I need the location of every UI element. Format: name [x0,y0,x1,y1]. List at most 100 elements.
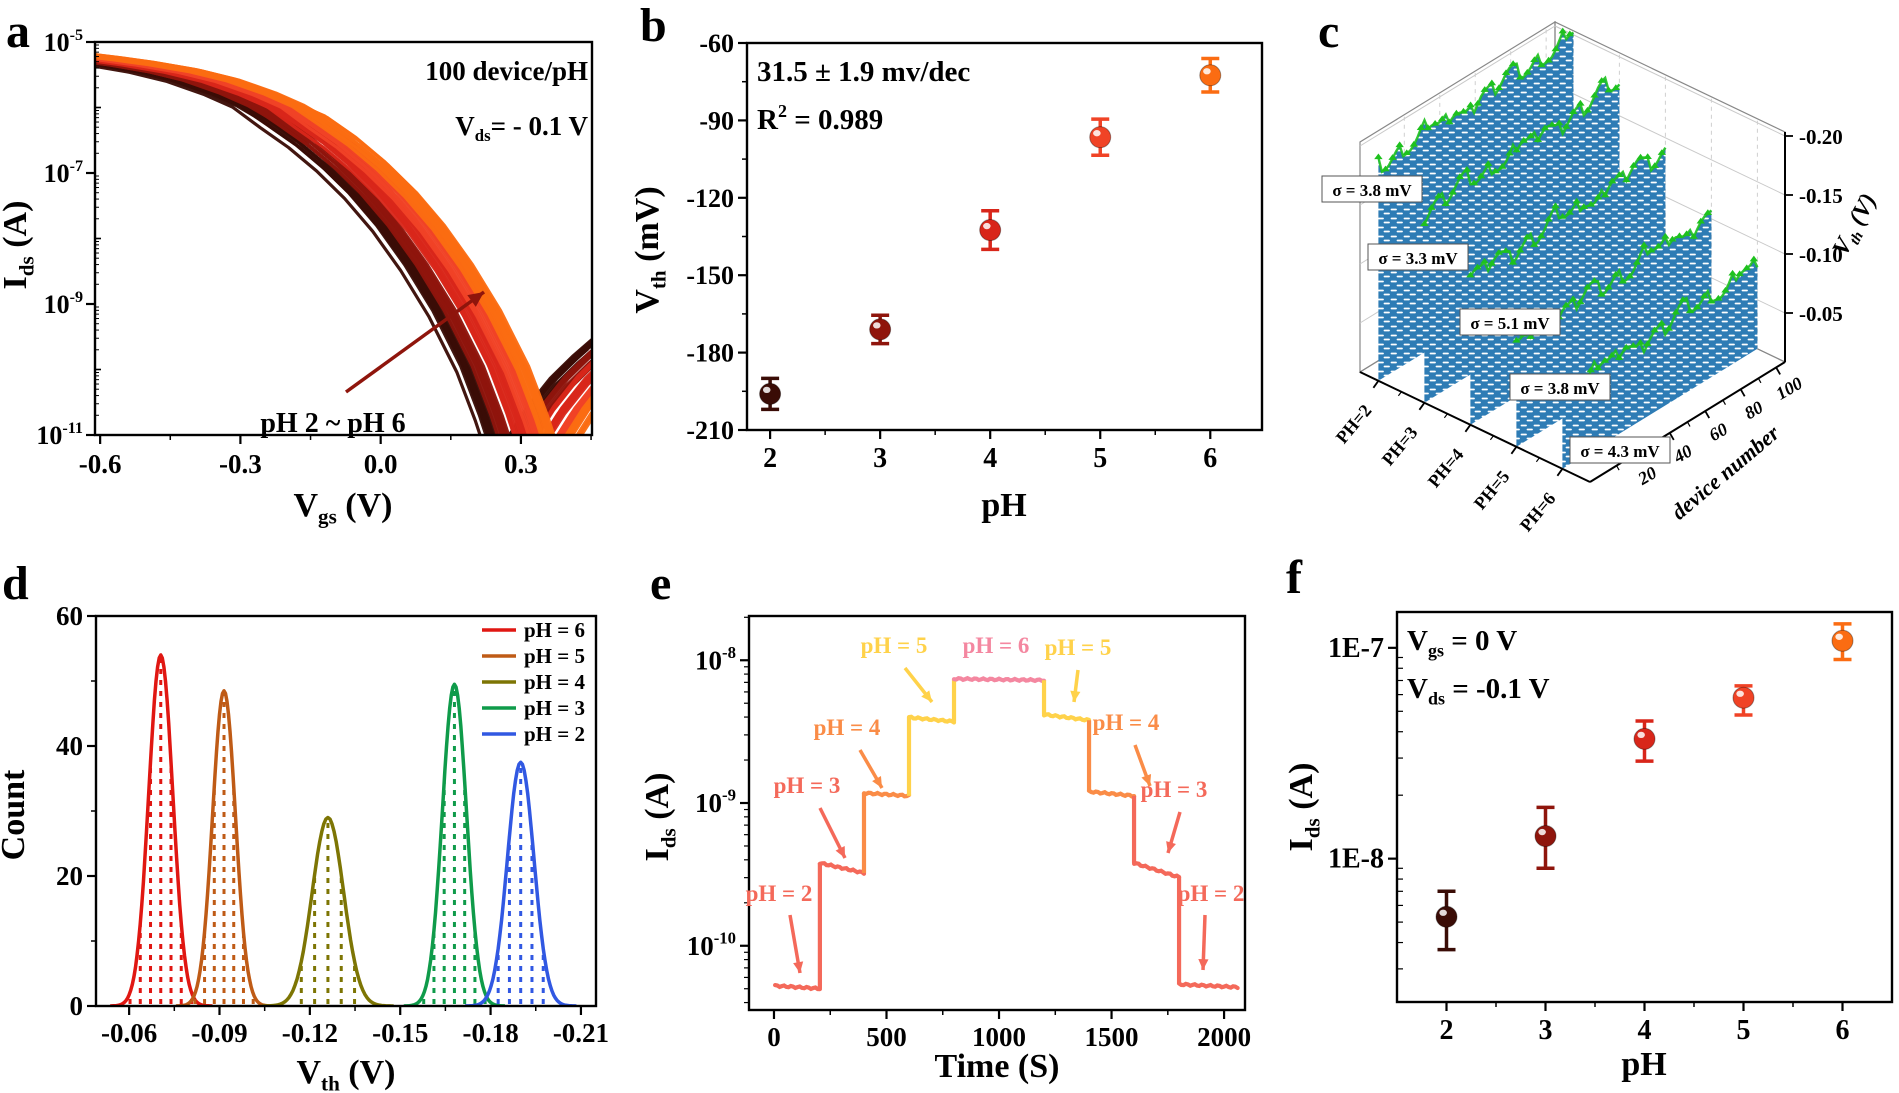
wall-top-markers-PH=4 [1466,146,1667,278]
z-tick-label: -0.10 [1799,243,1843,267]
annotation-line: Vds = -0.1 V [1407,673,1550,708]
distribution-pH=2 [464,760,577,1005]
x-tick-label: -0.09 [191,1018,247,1048]
data-marker [1089,126,1112,149]
y-tick-label: 10-9 [44,289,83,319]
sigma-label: σ = 3.8 mV [1520,379,1600,398]
x-axis-label: Vgs (V) [293,487,392,528]
ph-tick-label: PH=6 [1516,489,1560,536]
y-tick-label: 40 [56,731,83,761]
step-label: pH = 5 [861,633,928,658]
data-marker [1435,905,1458,928]
device-tick-label: 20 [1634,462,1660,489]
x-tick-label: 0 [767,1022,781,1052]
axes: -0.06 -0.09 -0.12 -0.15 -0.18 -0.21 0 20 40 60 [56,601,609,1048]
device-tick-label: 100 [1772,373,1805,404]
x-tick-label: -0.18 [462,1018,518,1048]
y-tick-label: 10-11 [36,420,83,450]
data-points [759,56,1222,412]
x-axis-label: pH [981,487,1026,524]
y-axis-label: Vth (mV) [629,186,670,313]
series-ph-6 [96,53,591,434]
y-tick-label: 0 [70,991,84,1021]
sigma-label: σ = 4.3 mV [1580,442,1660,461]
distribution-pH=6 [110,653,213,1005]
step-label: pH = 6 [963,633,1030,658]
y-tick-label: 1E-7 [1328,633,1384,664]
y-tick-label: -120 [686,184,734,213]
x-tick-label: -0.06 [101,1018,157,1048]
distributions [110,653,577,1005]
x-tick-label: 5 [1093,443,1107,474]
z-tick-label: -0.15 [1799,184,1843,208]
annotations: 100 device/pH Vds= - 0.1 V [425,56,588,145]
distribution-pH=3 [403,682,506,1005]
z-tick-label: -0.05 [1799,302,1843,326]
x-tick-label: 6 [1836,1015,1850,1046]
data-marker [1199,64,1222,87]
x-tick-label: 2 [1440,1015,1454,1046]
step-trace [773,675,1240,992]
data-marker [1633,727,1656,750]
x-tick-label: 2 [763,443,777,474]
x-tick-label: 3 [1539,1015,1553,1046]
x-axis-label: pH [1621,1046,1666,1083]
panel-letter-d: d [2,557,29,610]
ph-tick-label: PH=3 [1378,423,1422,470]
panel-a-transfer-curves-chart: -0.6 -0.3 0.0 0.3 10-5 10-7 10-9 10-11 Vgs (V) Id… [0,27,594,528]
legend-label: pH = 5 [524,644,585,668]
distribution-pH=4 [262,815,394,1005]
legend-label: pH = 6 [524,618,585,642]
data-points [1435,622,1854,952]
y-tick-label: -150 [686,261,734,290]
wall-top-markers-PH=2 [1374,27,1575,174]
ph-tick-label: PH=4 [1424,445,1468,492]
y-axis-label: Ids (A) [0,201,38,290]
y-tick-label: 10-9 [695,786,736,818]
annotation-line: 31.5 ± 1.9 mv/dec [757,56,970,88]
y-tick-label: 60 [56,601,83,631]
wall-PH=6 [1562,259,1758,469]
device-tick-label: 40 [1669,441,1695,468]
y-tick-label: 1E-8 [1328,844,1384,875]
x-tick-label: -0.21 [553,1018,609,1048]
y-axis-label: Count [0,769,32,860]
x-tick-label: -0.3 [219,449,262,479]
sigma-label: σ = 3.8 mV [1332,181,1412,200]
x-tick-label: 0.0 [364,449,398,479]
y-tick-label: -60 [699,29,734,58]
x-axis-label: Time (S) [935,1048,1060,1085]
data-marker [979,219,1002,242]
sigma-labels: σ = 3.8 mV σ = 3.3 mV σ = 5.1 mV σ = 3.8 mV… [1321,175,1671,464]
data-marker [759,382,782,405]
axes: 2 3 4 5 6 1E-7 1E-8 [1328,610,1894,1046]
x-tick-label: 3 [873,443,887,474]
ph-tick-label: PH=2 [1332,401,1376,448]
x-tick-label: -0.12 [282,1018,338,1048]
wall-top-markers-PH=3 [1420,75,1621,226]
x-tick-label: 1000 [972,1022,1026,1052]
y-tick-label: 10-10 [687,928,736,960]
legend-label: pH = 3 [524,696,585,720]
step-label: pH = 2 [746,881,813,906]
step-label: pH = 5 [1045,635,1112,660]
y-tick-label: 20 [56,861,83,891]
y-tick-label: 10-7 [44,158,83,188]
panel-d-count-histogram-chart: -0.06 -0.09 -0.12 -0.15 -0.18 -0.21 0 20 40 60 Vth… [0,601,609,1093]
step-label: pH = 3 [1141,777,1208,802]
data-marker [1831,629,1854,652]
annotation-line: R2 = 0.989 [757,101,883,136]
y-tick-label: 10-8 [695,643,736,675]
y-tick-label: -90 [699,106,734,135]
ph-tick-label: PH=5 [1470,467,1514,514]
arrow-label: pH 2 ~ pH 6 [260,408,405,439]
step-label: pH = 2 [1178,881,1245,906]
x-tick-label: 500 [866,1022,907,1052]
annotation-line: Vgs = 0 V [1407,625,1517,660]
step-label: pH = 3 [774,773,841,798]
y-tick-label: -180 [686,339,734,368]
panel-letter-b: b [640,0,667,52]
y-axis-label: Ids (A) [1283,763,1324,852]
